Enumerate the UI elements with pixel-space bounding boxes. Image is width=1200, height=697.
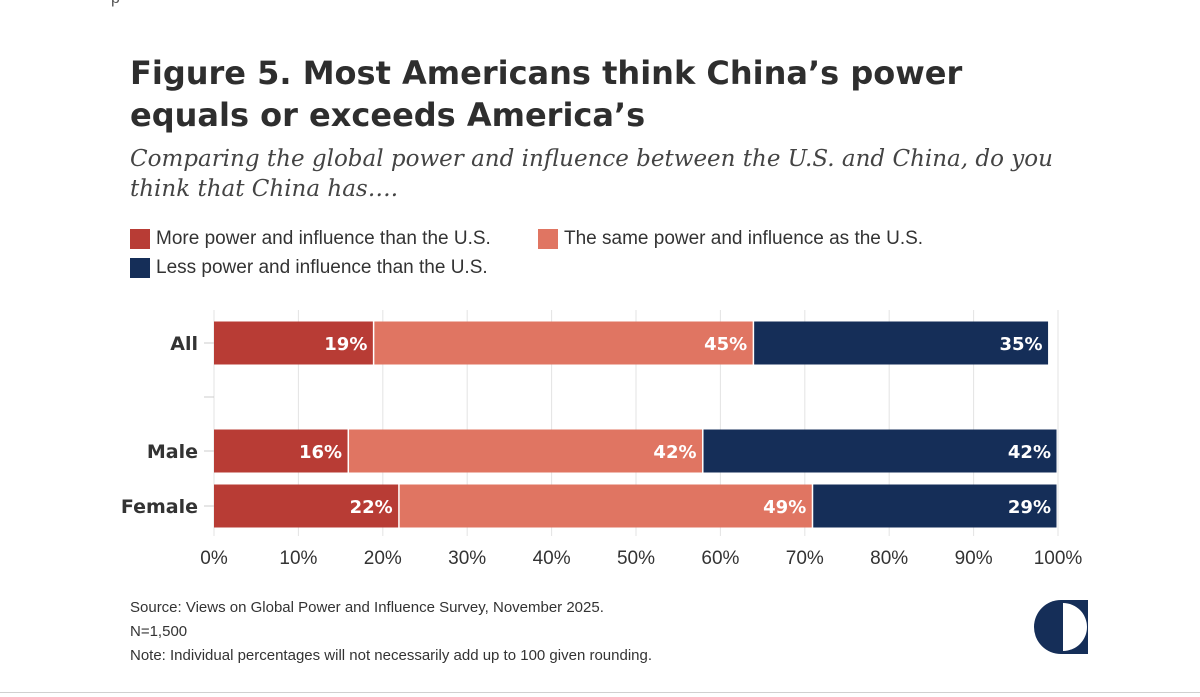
- data-label-all-series-0: 19%: [324, 334, 367, 355]
- organization-logo-icon: [1034, 600, 1088, 654]
- chart-subtitle: Comparing the global power and influence…: [130, 146, 1053, 202]
- data-label-male-series-0: 16%: [299, 442, 342, 463]
- data-label-male-series-1: 42%: [653, 442, 696, 463]
- data-label-all-series-2: 35%: [999, 334, 1042, 355]
- bar-female-series-2: [813, 484, 1057, 528]
- bar-male-series-1: [349, 429, 703, 473]
- x-tick-label-0: 0%: [200, 548, 228, 569]
- x-tick-label-5: 50%: [617, 548, 655, 569]
- legend-swatch-same: [538, 229, 558, 249]
- data-label-all-series-1: 45%: [704, 334, 747, 355]
- legend-item-less: Less power and influence than the U.S.: [130, 257, 488, 279]
- data-label-female-series-1: 49%: [763, 497, 806, 518]
- legend-item-more: More power and influence than the U.S.: [130, 228, 491, 250]
- bar-all-series-1: [374, 321, 753, 365]
- data-label-male-series-2: 42%: [1008, 442, 1051, 463]
- legend-label-more: More power and influence than the U.S.: [156, 228, 491, 249]
- x-tick-label-1: 10%: [279, 548, 317, 569]
- legend-label-less: Less power and influence than the U.S.: [156, 257, 488, 278]
- bar-male-series-0: [214, 429, 348, 473]
- rounding-note: Note: Individual percentages will not ne…: [130, 647, 652, 664]
- legend-item-same: The same power and influence as the U.S.: [538, 228, 923, 250]
- category-label-male: Male: [147, 441, 198, 463]
- data-label-female-series-0: 22%: [350, 497, 393, 518]
- bar-male-series-2: [703, 429, 1057, 473]
- chart-title: Figure 5. Most Americans think China’s p…: [130, 54, 963, 134]
- x-tick-label-6: 60%: [701, 548, 739, 569]
- category-label-female: Female: [121, 496, 198, 518]
- x-tick-label-9: 90%: [955, 548, 993, 569]
- bar-female-series-1: [399, 484, 812, 528]
- page-divider: [0, 692, 1200, 693]
- legend-label-same: The same power and influence as the U.S.: [564, 228, 924, 249]
- footer: Source: Views on Global Power and Influe…: [130, 596, 652, 668]
- legend-swatch-less: [130, 258, 150, 278]
- data-label-female-series-2: 29%: [1008, 497, 1051, 518]
- x-tick-label-8: 80%: [870, 548, 908, 569]
- x-tick-label-2: 20%: [364, 548, 402, 569]
- bar-all-series-0: [214, 321, 373, 365]
- bar-all-series-2: [754, 321, 1049, 365]
- category-label-all: All: [170, 333, 198, 355]
- bar-female-series-0: [214, 484, 399, 528]
- page-fragment-mark: p: [111, 0, 120, 8]
- source-note: Source: Views on Global Power and Influe…: [130, 599, 604, 616]
- x-tick-label-3: 30%: [448, 548, 486, 569]
- x-tick-label-10: 100%: [1034, 548, 1083, 569]
- x-tick-label-7: 70%: [786, 548, 824, 569]
- legend-swatch-more: [130, 229, 150, 249]
- x-tick-label-4: 40%: [533, 548, 571, 569]
- sample-size: N=1,500: [130, 623, 188, 640]
